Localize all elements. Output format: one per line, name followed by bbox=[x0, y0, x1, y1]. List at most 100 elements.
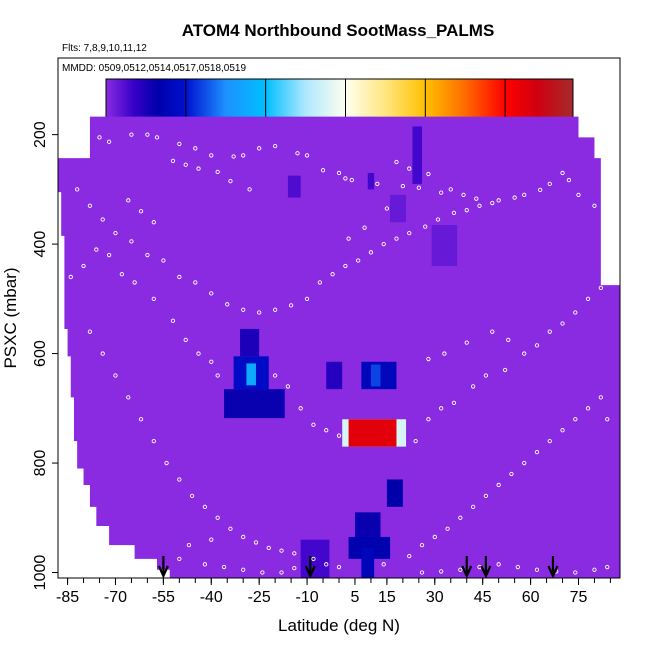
sample-point bbox=[241, 153, 246, 158]
sample-point bbox=[605, 231, 610, 236]
sample-point bbox=[336, 433, 342, 438]
sample-point bbox=[522, 460, 527, 466]
heatmap-cell bbox=[361, 547, 375, 578]
sample-point bbox=[560, 321, 565, 326]
sample-point bbox=[432, 534, 437, 540]
sample-point bbox=[470, 384, 476, 389]
dates-subtitle: MMDD: 0509,0512,0514,0517,0518,0519 bbox=[62, 63, 246, 74]
sample-point bbox=[87, 203, 93, 208]
sample-point bbox=[189, 493, 195, 499]
sample-point bbox=[534, 567, 540, 572]
sample-point bbox=[547, 181, 552, 187]
sample-point bbox=[464, 340, 469, 345]
sample-point bbox=[113, 231, 118, 236]
sample-point bbox=[458, 567, 463, 572]
sample-point bbox=[451, 400, 457, 405]
sample-point bbox=[426, 356, 431, 362]
sample-point bbox=[384, 206, 390, 211]
sample-point bbox=[346, 236, 351, 241]
x-tick-label: 5 bbox=[351, 589, 360, 606]
sample-points bbox=[62, 132, 610, 575]
sample-point bbox=[81, 148, 86, 154]
sample-point bbox=[547, 329, 552, 334]
sample-point bbox=[164, 460, 169, 466]
sample-point bbox=[145, 132, 150, 137]
heatmap-cells bbox=[224, 126, 458, 578]
sample-point bbox=[295, 151, 300, 156]
sample-point bbox=[324, 562, 329, 567]
sample-point bbox=[196, 351, 201, 356]
sample-point bbox=[177, 141, 182, 147]
sample-point bbox=[183, 162, 188, 167]
sample-point bbox=[75, 187, 80, 192]
y-axis-label: PSXC (mbar) bbox=[1, 267, 20, 368]
sample-point bbox=[202, 504, 208, 509]
sample-point bbox=[209, 153, 214, 158]
sample-point bbox=[573, 417, 578, 422]
sample-point bbox=[573, 570, 578, 575]
sample-point bbox=[228, 526, 233, 531]
sample-point bbox=[81, 263, 86, 269]
sample-point bbox=[426, 171, 431, 177]
heatmap-cell bbox=[390, 194, 407, 223]
heatmap-cell bbox=[412, 126, 423, 184]
sample-point bbox=[311, 422, 316, 427]
sample-point bbox=[451, 210, 457, 216]
sample-point bbox=[209, 537, 214, 542]
sample-point bbox=[241, 307, 246, 312]
sample-point bbox=[515, 564, 520, 570]
sample-point bbox=[474, 196, 479, 201]
sample-point bbox=[336, 564, 342, 570]
sample-point bbox=[490, 329, 495, 334]
sample-point bbox=[439, 406, 444, 411]
sample-point bbox=[215, 169, 220, 175]
sample-point bbox=[170, 158, 176, 164]
sample-point bbox=[464, 208, 469, 213]
sample-point bbox=[288, 303, 294, 308]
x-tick-label: 45 bbox=[474, 589, 492, 606]
sample-point bbox=[573, 310, 578, 315]
sample-point bbox=[585, 296, 591, 301]
sample-point bbox=[304, 153, 310, 158]
sample-point bbox=[560, 428, 565, 433]
sample-point bbox=[215, 515, 220, 520]
flight-marker-arrow bbox=[547, 556, 559, 578]
sample-point bbox=[138, 417, 144, 422]
sample-point bbox=[512, 195, 517, 200]
sample-point bbox=[439, 569, 444, 574]
y-tick-label: 600 bbox=[32, 340, 49, 367]
flight-marker-arrow bbox=[157, 556, 169, 578]
sample-point bbox=[257, 146, 262, 151]
sample-point bbox=[138, 209, 144, 214]
sample-point bbox=[407, 553, 412, 559]
heatmap-cell bbox=[224, 389, 285, 419]
sample-point bbox=[381, 562, 386, 567]
sample-point bbox=[496, 482, 501, 488]
sample-point bbox=[423, 224, 428, 229]
sample-point bbox=[534, 449, 540, 455]
sample-point bbox=[566, 177, 572, 183]
sample-point bbox=[442, 351, 447, 356]
sample-point bbox=[126, 198, 131, 203]
sample-point bbox=[592, 567, 597, 572]
sample-point bbox=[257, 310, 262, 315]
sample-point bbox=[292, 551, 297, 556]
sample-point bbox=[106, 252, 112, 258]
sample-point bbox=[100, 351, 105, 356]
heatmap-cell bbox=[386, 479, 403, 507]
sample-point bbox=[356, 258, 361, 263]
sample-point bbox=[129, 239, 134, 244]
heatmap-cell bbox=[246, 363, 256, 386]
sample-point bbox=[598, 395, 603, 400]
sample-point bbox=[279, 548, 284, 553]
y-axis: 200 400 600 800 1000 bbox=[32, 121, 58, 590]
sample-point bbox=[426, 417, 431, 422]
sample-point bbox=[279, 570, 284, 575]
plot-area bbox=[58, 116, 620, 578]
sample-point bbox=[161, 258, 166, 263]
sample-point bbox=[448, 187, 453, 192]
sample-point bbox=[458, 515, 463, 520]
x-axis-label: Latitude (deg N) bbox=[278, 616, 400, 635]
sample-point bbox=[202, 562, 208, 567]
